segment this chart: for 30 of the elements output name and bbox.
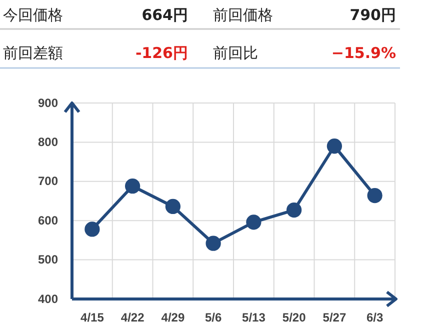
point bbox=[367, 188, 382, 204]
point bbox=[286, 202, 302, 218]
x-tick-label: 5/27 bbox=[322, 310, 346, 325]
point bbox=[246, 214, 262, 230]
text: 790円 bbox=[350, 6, 396, 24]
text: 前回比 bbox=[213, 44, 258, 62]
y-tick-label: 700 bbox=[38, 174, 58, 188]
text: 664円 bbox=[142, 6, 188, 24]
x-tick-label: 5/6 bbox=[204, 310, 222, 325]
point bbox=[84, 222, 100, 237]
x-tick-label: 5/20 bbox=[282, 310, 306, 325]
y-tick-label: 900 bbox=[38, 96, 58, 110]
text: 前回価格 bbox=[213, 6, 273, 24]
y-tick-label: 400 bbox=[38, 292, 58, 306]
point bbox=[326, 138, 342, 154]
point bbox=[206, 236, 221, 251]
x-tick-label: 5/13 bbox=[242, 310, 266, 325]
x-tick-label: 6/3 bbox=[366, 310, 384, 325]
text: -126円 bbox=[135, 44, 188, 62]
text: −15.9% bbox=[331, 44, 396, 62]
point bbox=[165, 198, 181, 214]
y-tick-label: 800 bbox=[38, 135, 58, 150]
x-tick-label: 4/15 bbox=[80, 310, 104, 325]
point bbox=[124, 178, 140, 194]
text: 前回差額 bbox=[3, 44, 63, 62]
y-tick-label: 500 bbox=[38, 252, 58, 267]
text: 今回価格 bbox=[3, 6, 63, 24]
y-tick-label: 600 bbox=[38, 213, 58, 228]
x-tick-label: 4/22 bbox=[120, 310, 145, 325]
x-tick-label: 4/29 bbox=[161, 310, 185, 325]
